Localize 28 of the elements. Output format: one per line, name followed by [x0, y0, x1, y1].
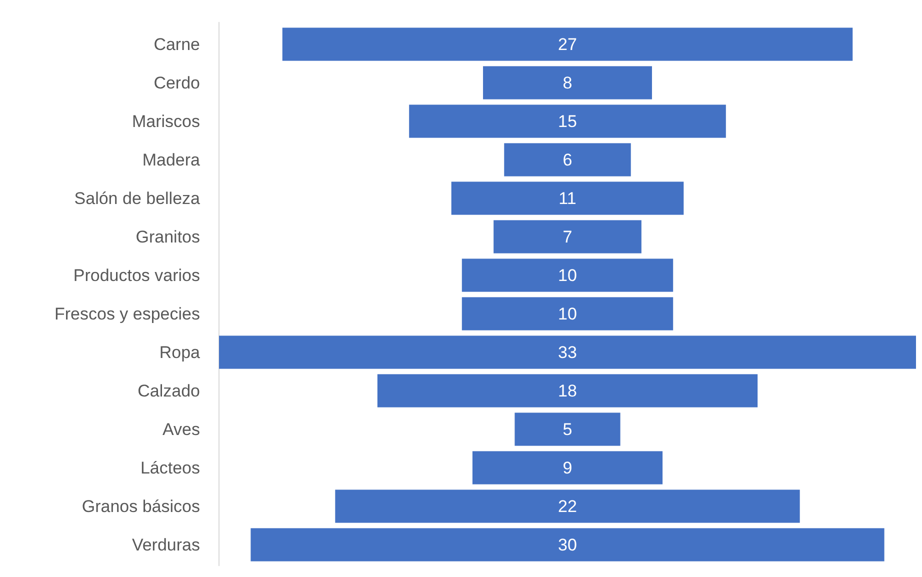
category-label: Lácteos	[140, 458, 200, 478]
category-label: Calzado	[138, 381, 200, 400]
data-label: 22	[558, 496, 577, 516]
data-label: 18	[558, 381, 577, 400]
category-label: Carne	[154, 34, 200, 54]
category-label: Ropa	[159, 342, 201, 362]
data-label: 5	[562, 420, 572, 439]
category-label: Granos básicos	[82, 496, 200, 516]
category-label: Verduras	[132, 535, 200, 554]
data-label: 15	[558, 112, 577, 131]
category-label: Granitos	[136, 227, 200, 246]
category-label: Aves	[162, 420, 200, 439]
data-label: 10	[558, 266, 577, 285]
data-label: 27	[558, 34, 577, 54]
category-label: Mariscos	[132, 112, 200, 131]
data-label: 9	[562, 458, 572, 478]
data-label: 33	[558, 342, 577, 362]
data-label: 6	[562, 150, 572, 170]
category-label: Madera	[142, 150, 201, 170]
data-label: 30	[558, 535, 577, 554]
data-label: 8	[562, 73, 572, 92]
data-label: 10	[558, 304, 577, 324]
category-label: Cerdo	[154, 73, 200, 92]
category-label: Frescos y especies	[54, 304, 200, 324]
category-label: Productos varios	[73, 266, 200, 285]
category-label: Salón de belleza	[74, 188, 201, 208]
data-label: 11	[558, 188, 576, 208]
data-label: 7	[562, 227, 572, 246]
